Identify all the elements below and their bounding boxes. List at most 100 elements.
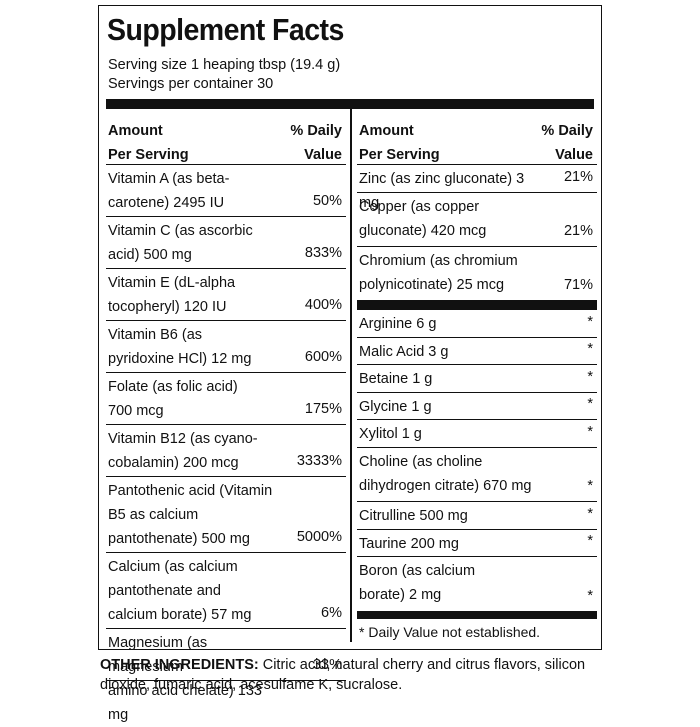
- nutrient-row: Magnesium (as magnesium amino acid chelat…: [106, 629, 346, 723]
- footnote: * Daily Value not established.: [359, 623, 541, 640]
- nutrient-row: Vitamin B12 (as cyano-cobalamin) 200 mcg…: [106, 425, 346, 477]
- amount-heading: Amount Per Serving: [108, 123, 189, 163]
- nutrient-name: Copper (as copper: [359, 199, 480, 215]
- nutrient-name: 700 mcg: [108, 403, 164, 419]
- nutrient-name: Folate (as folic acid): [108, 379, 238, 395]
- nutrient-name: gluconate) 420 mcg: [359, 223, 487, 239]
- nutrient-name: polynicotinate) 25 mcg: [359, 277, 505, 293]
- daily-value: 21%: [563, 169, 593, 185]
- nutrient-name: pantothenate) 500 mg: [108, 531, 250, 547]
- nutrient-name: Calcium (as calcium: [108, 559, 238, 575]
- daily-value: *: [587, 423, 593, 440]
- daily-value: 3333%: [296, 453, 342, 469]
- nutrient-row: Malic Acid 3 g *: [357, 338, 597, 365]
- nutrient-name: Malic Acid 3 g: [359, 343, 449, 360]
- nutrient-row: Chromium (as chromium polynicotinate) 25 …: [357, 247, 597, 301]
- nutrient-row: Xylitol 1 g *: [357, 420, 597, 448]
- nutrient-name: B5 as calcium: [108, 507, 199, 523]
- serving-info: Serving size 1 heaping tbsp (19.4 g) Ser…: [108, 56, 340, 94]
- nutrient-name: Vitamin B12 (as cyano-: [108, 431, 258, 447]
- nutrient-name: borate) 2 mg: [359, 587, 442, 603]
- nutrient-name: Vitamin C (as ascorbic: [108, 223, 253, 239]
- nutrient-name: Zinc (as zinc gluconate) 3 mg: [359, 171, 525, 211]
- panel-title: Supplement Facts: [107, 12, 344, 47]
- nutrient-row: Vitamin C (as ascorbic acid) 500 mg 833%: [106, 217, 346, 269]
- nutrient-row: Glycine 1 g *: [357, 393, 597, 420]
- nutrient-name: acid) 500 mg: [108, 247, 192, 263]
- daily-value: 175%: [304, 401, 342, 417]
- nutrient-name: carotene) 2495 IU: [108, 195, 225, 211]
- nutrient-name: Citrulline 500 mg: [359, 508, 468, 524]
- daily-value: 6%: [321, 605, 342, 621]
- nutrient-row: Vitamin B6 (as pyridoxine HCl) 12 mg 600%: [106, 321, 346, 373]
- nutrient-name: Betaine 1 g: [359, 371, 433, 387]
- servings-per-container: Servings per container 30: [108, 76, 274, 92]
- nutrient-name: Chromium (as chromium: [359, 253, 518, 269]
- nutrient-name: Arginine 6 g: [359, 316, 437, 332]
- nutrient-row: Copper (as copper gluconate) 420 mcg 21%: [357, 193, 597, 247]
- nutrient-row: Boron (as calcium borate) 2 mg *: [357, 557, 597, 612]
- thick-divider: [106, 99, 594, 109]
- serving-size: Serving size 1 heaping tbsp (19.4 g): [108, 57, 341, 73]
- nutrient-row: Vitamin E (dL-alpha tocopheryl) 120 IU 400…: [106, 269, 346, 321]
- nutrient-name: Xylitol 1 g: [359, 426, 422, 442]
- daily-value: *: [587, 478, 593, 494]
- nutrient-row: Choline (as choline dihydrogen citrate) 6…: [357, 448, 597, 502]
- thick-divider: [357, 611, 597, 619]
- other-ingredients: OTHER INGREDIENTS: Citric acid, natural …: [100, 655, 600, 695]
- nutrient-name: pyridoxine HCl) 12 mg: [108, 351, 252, 367]
- daily-value: 50%: [312, 193, 342, 209]
- right-nutrient-list-bottom: Arginine 6 g * Malic Acid 3 g * Betaine 1 g *…: [357, 310, 597, 612]
- daily-value: *: [587, 341, 593, 357]
- nutrient-row: Zinc (as zinc gluconate) 3 mg 21%: [357, 165, 597, 211]
- nutrient-name: Vitamin A (as beta-: [108, 171, 230, 187]
- nutrient-name: Glycine 1 g: [359, 398, 432, 415]
- amount-heading: Amount Per Serving: [359, 123, 440, 163]
- nutrient-row: Vitamin A (as beta-carotene) 2495 IU 50%: [106, 165, 346, 217]
- right-column-header: Amount Per Serving % Daily Value: [357, 109, 597, 165]
- other-ingredients-text: Citric acid, natural cherry and citrus f…: [100, 657, 586, 693]
- daily-value: *: [587, 396, 593, 412]
- daily-value: *: [587, 505, 593, 522]
- daily-value: *: [587, 313, 593, 330]
- column-divider: [350, 109, 352, 642]
- nutrient-name: Boron (as calcium: [359, 563, 476, 579]
- nutrient-row: Folate (as folic acid) 700 mcg 175%: [106, 373, 346, 425]
- daily-value-heading: % Daily Value: [541, 123, 593, 163]
- left-nutrient-list: Vitamin A (as beta-carotene) 2495 IU 50% V…: [106, 165, 346, 723]
- daily-value: *: [587, 587, 593, 604]
- right-column: Amount Per Serving % Daily Value Zinc (as …: [357, 109, 597, 643]
- daily-value: 5000%: [296, 529, 342, 545]
- daily-value: 600%: [304, 349, 342, 365]
- nutrient-row: Citrulline 500 mg *: [357, 502, 597, 530]
- left-column-header: Amount Per Serving % Daily Value: [106, 109, 346, 165]
- nutrient-name: Pantothenic acid (Vitamin: [108, 483, 273, 499]
- nutrient-row: Taurine 200 mg *: [357, 530, 597, 557]
- daily-value-heading: % Daily Value: [290, 123, 342, 163]
- nutrient-name: Vitamin E (dL-alpha: [108, 275, 236, 291]
- nutrient-row: Pantothenic acid (Vitamin B5 as calcium pa…: [106, 477, 346, 553]
- daily-value: 71%: [563, 277, 593, 293]
- nutrient-name: Taurine 200 mg: [359, 535, 459, 552]
- nutrient-name: calcium borate) 57 mg: [108, 607, 252, 623]
- nutrient-name: tocopheryl) 120 IU: [108, 299, 227, 315]
- left-column: Amount Per Serving % Daily Value Vitamin A…: [106, 109, 346, 723]
- nutrient-name: pantothenate and: [108, 583, 221, 599]
- nutrient-name: cobalamin) 200 mcg: [108, 455, 239, 471]
- supplement-facts-panel: Supplement Facts Serving size 1 heaping …: [98, 5, 602, 723]
- daily-value: 400%: [304, 297, 342, 313]
- daily-value: *: [587, 533, 593, 549]
- nutrient-name: Magnesium (as magnesium: [108, 635, 208, 675]
- thick-divider: [357, 301, 597, 310]
- nutrient-row: Calcium (as calcium pantothenate and calci…: [106, 553, 346, 629]
- nutrient-name: Choline (as choline: [359, 453, 483, 470]
- daily-value: *: [587, 368, 593, 385]
- nutrient-row: Arginine 6 g *: [357, 310, 597, 338]
- daily-value: 21%: [563, 223, 593, 239]
- daily-value: 833%: [304, 245, 342, 261]
- other-ingredients-label: OTHER INGREDIENTS:: [100, 657, 259, 673]
- right-nutrient-list-top: Zinc (as zinc gluconate) 3 mg 21% Copper (…: [357, 165, 597, 301]
- nutrient-row: Betaine 1 g *: [357, 365, 597, 393]
- nutrient-name: dihydrogen citrate) 670 mg: [359, 477, 532, 494]
- daily-value: 33%: [312, 657, 342, 673]
